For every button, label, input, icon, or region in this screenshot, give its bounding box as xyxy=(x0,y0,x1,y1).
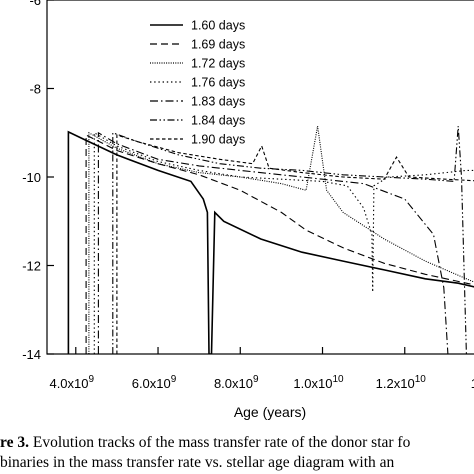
x-tick-label: 1.4x xyxy=(471,376,474,391)
caption-text-2: binaries in the mass transfer rate vs. s… xyxy=(0,454,395,471)
legend-label-3: 1.72 days xyxy=(191,57,245,71)
caption-line-2: binaries in the mass transfer rate vs. s… xyxy=(0,453,474,473)
series-line-1 xyxy=(67,130,474,354)
y-tick-label: -6 xyxy=(29,0,41,8)
legend-label-7: 1.90 days xyxy=(191,133,245,147)
caption-line-1: re 3. Evolution tracks of the mass trans… xyxy=(0,433,474,453)
legend-label-5: 1.83 days xyxy=(191,95,245,109)
legend-label-6: 1.84 days xyxy=(191,114,245,128)
x-axis-title: Age (years) xyxy=(234,404,306,420)
series-line-3 xyxy=(88,126,474,354)
legend-label-4: 1.76 days xyxy=(191,76,245,90)
x-tick-label: 8.0x109 xyxy=(214,374,259,391)
legend: 1.60 days 1.69 days 1.72 days 1.76 days 1.83… xyxy=(150,19,245,147)
x-tick-label: 6.0x109 xyxy=(132,374,177,391)
series-line-6 xyxy=(112,126,471,354)
legend-label-2: 1.69 days xyxy=(191,38,245,52)
caption-text-1: Evolution tracks of the mass transfer ra… xyxy=(28,434,411,451)
x-tick-label: 4.0x109 xyxy=(49,374,94,391)
legend-label-1: 1.60 days xyxy=(191,19,245,33)
y-tick-label: -12 xyxy=(22,259,41,274)
series-line-7 xyxy=(116,134,474,354)
x-tick-label: 1.2x1010 xyxy=(376,374,427,391)
series-line-2 xyxy=(85,134,474,354)
y-tick-label: -10 xyxy=(22,170,41,185)
x-tick-label: 1.0x1010 xyxy=(293,374,344,391)
y-tick-label: -8 xyxy=(29,82,41,97)
y-tick-label: -14 xyxy=(22,347,41,362)
series-line-4 xyxy=(93,131,474,354)
series-line-5 xyxy=(97,131,450,354)
ticks-layer: -6 -8 -10 -12 -14 4.0x109 6.0x109 8.0x109 1.0x10… xyxy=(22,0,474,391)
caption-figure-label: re 3. xyxy=(0,434,29,451)
series-layer xyxy=(67,126,474,354)
